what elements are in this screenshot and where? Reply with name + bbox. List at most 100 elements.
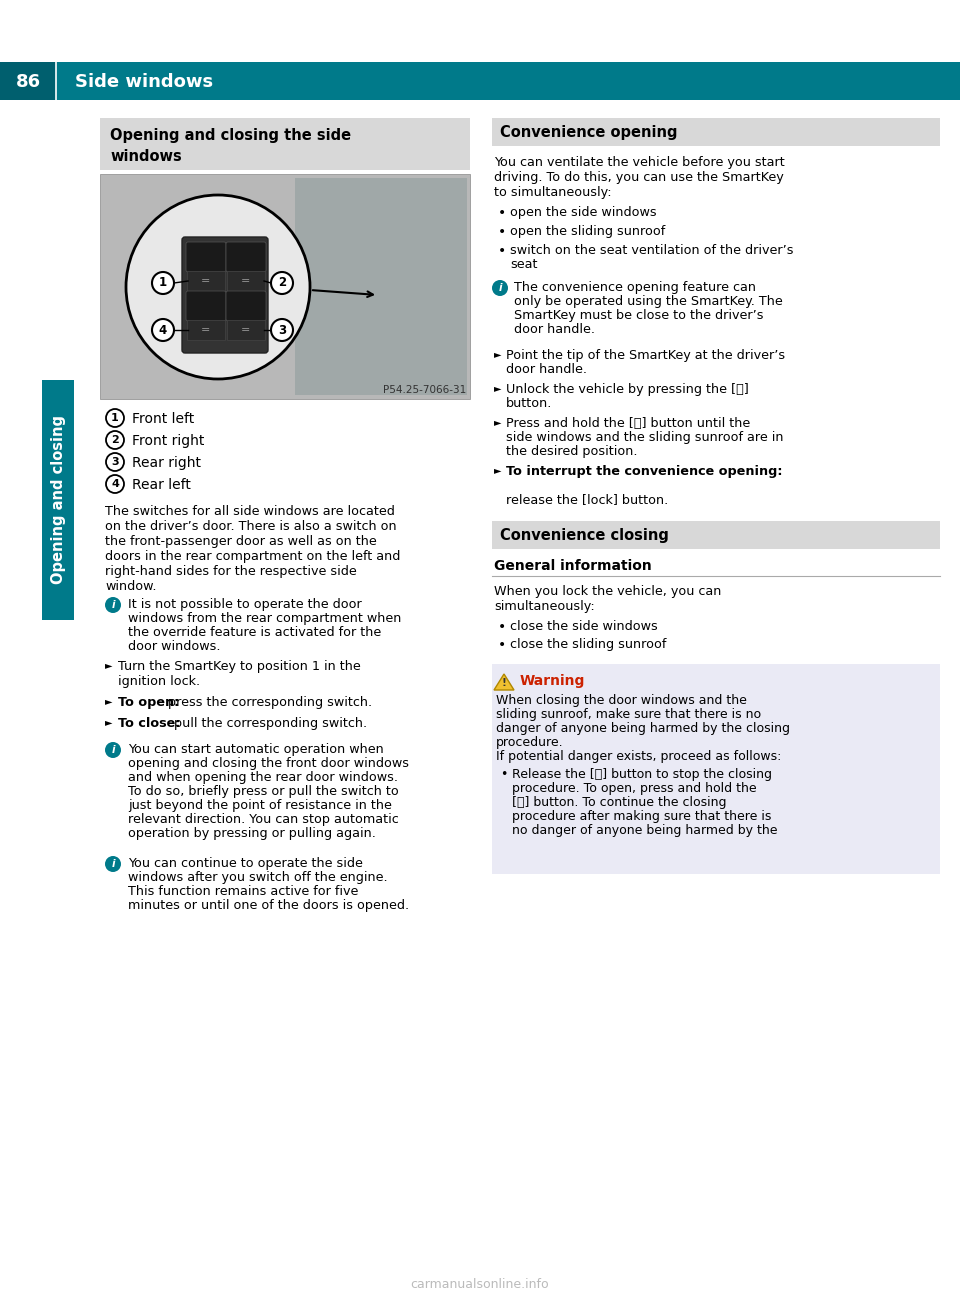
Text: You can start automatic operation when: You can start automatic operation when [128,743,384,756]
Text: 86: 86 [15,73,40,91]
Text: When you lock the vehicle, you can: When you lock the vehicle, you can [494,585,721,598]
Text: •: • [500,768,508,781]
FancyBboxPatch shape [492,118,940,146]
FancyBboxPatch shape [187,320,225,340]
Circle shape [106,409,124,427]
Text: close the side windows: close the side windows [510,620,658,633]
Text: The switches for all side windows are located: The switches for all side windows are lo… [105,505,395,518]
FancyBboxPatch shape [492,521,940,549]
Text: Rear right: Rear right [132,456,201,470]
Text: Release the [⌗] button to stop the closing: Release the [⌗] button to stop the closi… [512,768,772,781]
FancyBboxPatch shape [187,271,225,292]
FancyBboxPatch shape [42,380,74,620]
Circle shape [126,195,310,379]
Text: To close:: To close: [118,717,180,730]
Circle shape [271,319,293,341]
Text: 2: 2 [111,435,119,445]
Text: operation by pressing or pulling again.: operation by pressing or pulling again. [128,827,376,840]
Circle shape [106,475,124,493]
Circle shape [105,598,121,613]
Text: 2: 2 [278,276,286,289]
Text: door windows.: door windows. [128,641,221,654]
Circle shape [106,431,124,449]
FancyBboxPatch shape [227,320,265,340]
Text: ►: ► [105,660,112,671]
Text: windows after you switch off the engine.: windows after you switch off the engine. [128,871,388,884]
Text: i: i [111,859,115,868]
FancyBboxPatch shape [0,62,960,100]
Text: =: = [202,276,210,286]
Text: no danger of anyone being harmed by the: no danger of anyone being harmed by the [512,824,778,837]
Text: Opening and closing the side
windows: Opening and closing the side windows [110,128,351,164]
Text: i: i [111,600,115,611]
Circle shape [106,453,124,471]
Text: ►: ► [494,383,501,393]
Text: to simultaneously:: to simultaneously: [494,186,612,199]
Text: carmanualsonline.info: carmanualsonline.info [411,1277,549,1290]
Text: 3: 3 [111,457,119,467]
FancyBboxPatch shape [100,118,470,171]
Circle shape [152,272,174,294]
FancyBboxPatch shape [186,242,226,272]
Text: SmartKey must be close to the driver’s: SmartKey must be close to the driver’s [514,309,763,322]
Text: procedure.: procedure. [496,736,564,749]
Text: i: i [498,283,502,293]
Text: just beyond the point of resistance in the: just beyond the point of resistance in t… [128,799,392,812]
Text: You can ventilate the vehicle before you start: You can ventilate the vehicle before you… [494,156,784,169]
Text: It is not possible to operate the door: It is not possible to operate the door [128,598,362,611]
Text: the desired position.: the desired position. [506,445,637,458]
Text: =: = [241,276,251,286]
Text: ►: ► [494,465,501,475]
Text: 1: 1 [111,413,119,423]
Text: Front left: Front left [132,411,194,426]
Text: the front-passenger door as well as on the: the front-passenger door as well as on t… [105,535,376,548]
Text: Point the tip of the SmartKey at the driver’s: Point the tip of the SmartKey at the dri… [506,349,785,362]
Text: ignition lock.: ignition lock. [118,674,200,687]
Text: on the driver’s door. There is also a switch on: on the driver’s door. There is also a sw… [105,519,396,533]
Text: right-hand sides for the respective side: right-hand sides for the respective side [105,565,357,578]
Text: open the side windows: open the side windows [510,206,657,219]
Text: P54.25-7066-31: P54.25-7066-31 [383,385,466,395]
Text: 4: 4 [158,323,167,336]
Text: •: • [498,620,506,634]
Text: procedure. To open, press and hold the: procedure. To open, press and hold the [512,783,756,796]
FancyBboxPatch shape [227,271,265,292]
Text: driving. To do this, you can use the SmartKey: driving. To do this, you can use the Sma… [494,171,783,184]
Text: !: ! [501,678,507,687]
Circle shape [105,855,121,872]
Text: the override feature is activated for the: the override feature is activated for th… [128,626,381,639]
Text: ►: ► [494,417,501,427]
Circle shape [105,742,121,758]
Text: To interrupt the convenience opening:: To interrupt the convenience opening: [506,465,782,478]
Text: General information: General information [494,559,652,573]
Text: 4: 4 [111,479,119,490]
Text: Press and hold the [⌗] button until the: Press and hold the [⌗] button until the [506,417,751,430]
Circle shape [152,319,174,341]
Text: relevant direction. You can stop automatic: relevant direction. You can stop automat… [128,812,398,825]
Text: windows from the rear compartment when: windows from the rear compartment when [128,612,401,625]
Text: The convenience opening feature can: The convenience opening feature can [514,281,756,294]
Text: door handle.: door handle. [506,363,587,376]
Text: This function remains active for five: This function remains active for five [128,885,358,898]
Text: ►: ► [105,717,112,727]
Text: You can continue to operate the side: You can continue to operate the side [128,857,363,870]
Text: opening and closing the front door windows: opening and closing the front door windo… [128,756,409,769]
Text: release the [lock] button.: release the [lock] button. [506,493,668,506]
Text: danger of anyone being harmed by the closing: danger of anyone being harmed by the clo… [496,723,790,736]
FancyBboxPatch shape [100,174,470,398]
Text: minutes or until one of the doors is opened.: minutes or until one of the doors is ope… [128,898,409,911]
Text: Front right: Front right [132,434,204,448]
Text: 3: 3 [278,323,286,336]
Text: •: • [498,638,506,652]
Text: close the sliding sunroof: close the sliding sunroof [510,638,666,651]
Text: Unlock the vehicle by pressing the [⌗]: Unlock the vehicle by pressing the [⌗] [506,383,749,396]
Text: pull the corresponding switch.: pull the corresponding switch. [170,717,368,730]
Text: only be operated using the SmartKey. The: only be operated using the SmartKey. The [514,296,782,309]
Text: Warning: Warning [520,674,586,687]
Text: open the sliding sunroof: open the sliding sunroof [510,225,665,238]
Text: When closing the door windows and the: When closing the door windows and the [496,694,747,707]
Text: Rear left: Rear left [132,478,191,492]
Text: door handle.: door handle. [514,323,595,336]
Text: sliding sunroof, make sure that there is no: sliding sunroof, make sure that there is… [496,708,761,721]
FancyBboxPatch shape [182,237,268,353]
